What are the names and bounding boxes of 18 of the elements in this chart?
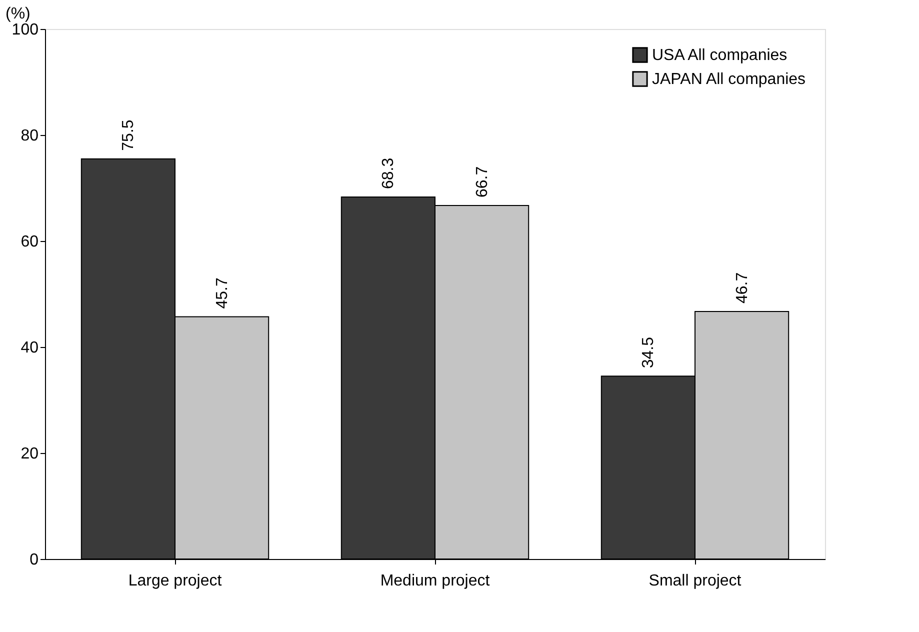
data-label: 34.5 (640, 336, 658, 368)
y-tick-label: 40 (20, 340, 39, 356)
y-tick-label: 0 (30, 552, 39, 568)
y-tick-label: 20 (20, 446, 39, 462)
x-tick-label: Small project (648, 572, 742, 590)
y-axis-title: (%) (6, 6, 30, 22)
data-label: 75.5 (120, 120, 138, 151)
data-label: 68.3 (380, 158, 398, 190)
y-tick-label: 60 (20, 234, 39, 250)
legend-label: USA All companies (652, 47, 788, 64)
x-tick-label: Large project (128, 572, 222, 590)
legend-label: JAPAN All companies (652, 71, 806, 88)
y-tick-label: 80 (20, 128, 39, 144)
data-label: 66.7 (474, 166, 491, 198)
y-tick-label: 100 (12, 22, 39, 38)
data-label: 46.7 (734, 272, 751, 304)
x-tick-label: Medium project (380, 572, 490, 590)
data-label: 45.7 (214, 278, 231, 309)
